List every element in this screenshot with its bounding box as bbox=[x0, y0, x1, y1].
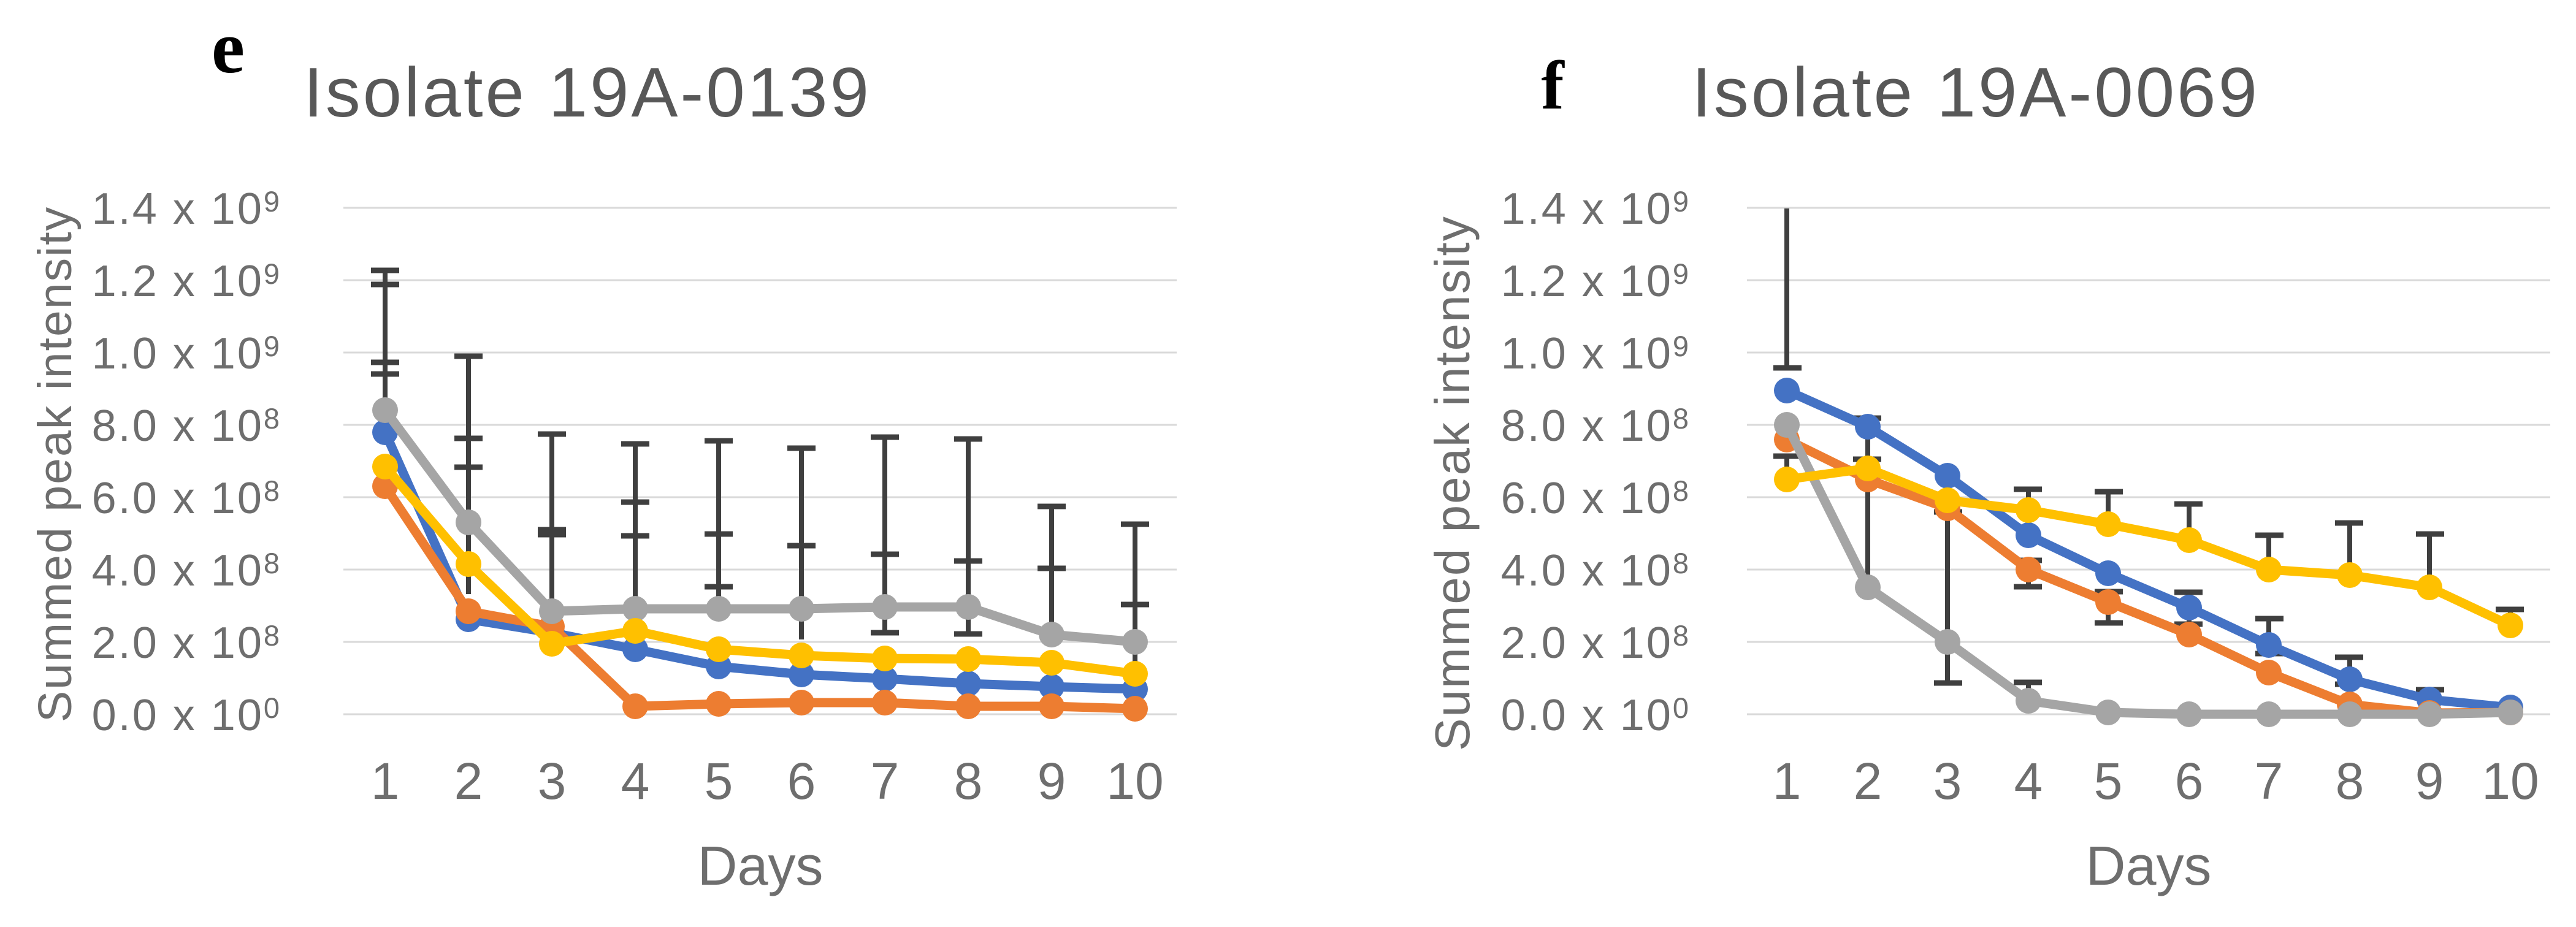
svg-text:Days: Days bbox=[2085, 836, 2211, 897]
svg-text:6.0 x 108: 6.0 x 108 bbox=[1501, 474, 1691, 523]
svg-text:10: 10 bbox=[1106, 752, 1163, 810]
svg-text:1.4 x 109: 1.4 x 109 bbox=[1501, 185, 1691, 234]
svg-text:1: 1 bbox=[371, 752, 400, 810]
svg-text:3: 3 bbox=[1933, 752, 1962, 810]
svg-text:4: 4 bbox=[621, 752, 650, 810]
svg-text:4.0 x 108: 4.0 x 108 bbox=[1501, 546, 1691, 595]
svg-text:10: 10 bbox=[2482, 752, 2539, 810]
svg-text:Summed peak intensity: Summed peak intensity bbox=[29, 206, 82, 722]
svg-text:1: 1 bbox=[1773, 752, 1802, 810]
svg-text:0.0 x 100: 0.0 x 100 bbox=[92, 691, 281, 740]
svg-text:1.4 x 109: 1.4 x 109 bbox=[92, 185, 281, 234]
svg-text:9: 9 bbox=[2415, 752, 2444, 810]
svg-text:7: 7 bbox=[2255, 752, 2284, 810]
svg-text:2: 2 bbox=[1854, 752, 1882, 810]
svg-text:8: 8 bbox=[954, 752, 983, 810]
svg-text:Isolate 19A-0139: Isolate 19A-0139 bbox=[304, 54, 871, 132]
svg-text:1.0 x 109: 1.0 x 109 bbox=[1501, 329, 1691, 378]
svg-text:9: 9 bbox=[1038, 752, 1066, 810]
svg-text:3: 3 bbox=[538, 752, 567, 810]
svg-text:f: f bbox=[1541, 48, 1565, 124]
svg-text:8: 8 bbox=[2336, 752, 2364, 810]
svg-text:2.0 x 108: 2.0 x 108 bbox=[92, 619, 281, 668]
svg-text:4: 4 bbox=[2014, 752, 2043, 810]
svg-text:7: 7 bbox=[871, 752, 900, 810]
svg-text:Days: Days bbox=[697, 836, 823, 897]
svg-text:2: 2 bbox=[454, 752, 483, 810]
svg-text:6: 6 bbox=[2175, 752, 2204, 810]
svg-text:8.0 x 108: 8.0 x 108 bbox=[1501, 402, 1691, 451]
svg-text:6.0 x 108: 6.0 x 108 bbox=[92, 474, 281, 523]
svg-text:2.0 x 108: 2.0 x 108 bbox=[1501, 619, 1691, 668]
svg-text:5: 5 bbox=[2094, 752, 2123, 810]
svg-text:8.0 x 108: 8.0 x 108 bbox=[92, 402, 281, 451]
svg-text:4.0 x 108: 4.0 x 108 bbox=[92, 546, 281, 595]
svg-text:6: 6 bbox=[787, 752, 816, 810]
svg-text:1.2 x 109: 1.2 x 109 bbox=[92, 257, 281, 306]
svg-text:Summed peak intensity: Summed peak intensity bbox=[1425, 215, 1480, 751]
svg-text:1.2 x 109: 1.2 x 109 bbox=[1501, 257, 1691, 306]
svg-text:e: e bbox=[212, 6, 245, 89]
svg-text:5: 5 bbox=[705, 752, 733, 810]
svg-text:Isolate 19A-0069: Isolate 19A-0069 bbox=[1692, 54, 2260, 132]
svg-text:1.0 x 109: 1.0 x 109 bbox=[92, 329, 281, 378]
svg-text:0.0 x 100: 0.0 x 100 bbox=[1501, 691, 1691, 740]
